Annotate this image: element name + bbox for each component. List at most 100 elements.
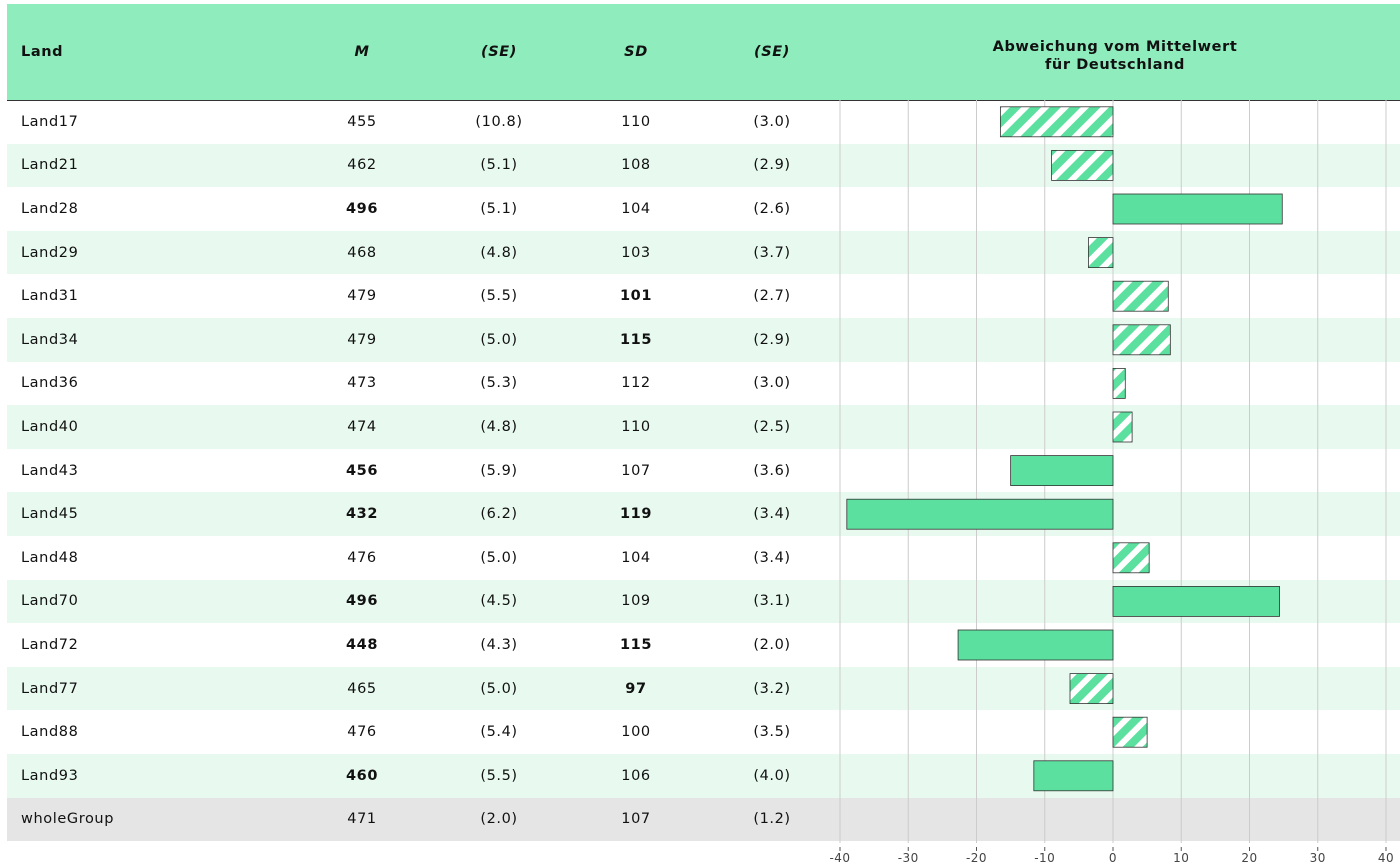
cell-sd: 115 bbox=[619, 331, 653, 348]
tick-label: -10 bbox=[1034, 851, 1055, 865]
cell-m: 479 bbox=[347, 288, 377, 305]
table-row: Land93 460 (5.5) 106 (4.0) bbox=[7, 754, 1400, 798]
table-row-total: wholeGroup 471 (2.0) 107 (1.2) bbox=[7, 797, 1400, 842]
bar-land70 bbox=[1112, 586, 1280, 617]
chart-title: Abweichung vom Mittelwert für Deutschlan… bbox=[840, 38, 1390, 74]
cell-se2: (2.0) bbox=[753, 636, 791, 653]
cell-se1: (5.0) bbox=[480, 331, 518, 348]
cell-m: 471 bbox=[347, 811, 377, 828]
cell-sd: 104 bbox=[621, 549, 651, 566]
cell-land: Land48 bbox=[21, 549, 79, 566]
table-row: Land21 462 (5.1) 108 (2.9) bbox=[7, 143, 1400, 188]
col-header-land: Land bbox=[21, 44, 64, 60]
cell-se2: (1.2) bbox=[753, 811, 791, 828]
tick-label: 30 bbox=[1310, 851, 1326, 865]
cell-m: 455 bbox=[347, 113, 377, 130]
cell-sd: 101 bbox=[619, 288, 653, 305]
bar-land43 bbox=[1010, 455, 1114, 487]
col-header-m: M bbox=[354, 44, 370, 60]
tick-label: 10 bbox=[1173, 851, 1189, 865]
cell-sd: 103 bbox=[621, 244, 651, 261]
bar-land45 bbox=[846, 498, 1114, 530]
bar-land34 bbox=[1112, 324, 1171, 356]
cell-land: Land45 bbox=[21, 506, 79, 523]
chart-title-line1: Abweichung vom Mittelwert bbox=[992, 39, 1238, 55]
cell-sd: 107 bbox=[621, 811, 651, 828]
cell-se2: (3.0) bbox=[753, 113, 791, 130]
cell-se2: (3.7) bbox=[753, 244, 791, 261]
cell-se2: (2.9) bbox=[753, 331, 791, 348]
cell-land: Land31 bbox=[21, 288, 79, 305]
cell-se2: (4.0) bbox=[753, 767, 791, 784]
bar-land77 bbox=[1069, 673, 1114, 704]
cell-land: Land29 bbox=[21, 244, 79, 261]
bar-land29 bbox=[1088, 237, 1114, 269]
cell-land: Land40 bbox=[21, 418, 79, 435]
cell-sd: 100 bbox=[621, 724, 651, 741]
cell-sd: 107 bbox=[621, 462, 651, 479]
cell-se2: (2.7) bbox=[753, 288, 791, 305]
col-header-se1: (SE) bbox=[480, 44, 517, 60]
cell-land: wholeGroup bbox=[21, 811, 115, 828]
cell-sd: 110 bbox=[621, 418, 651, 435]
bar-land93 bbox=[1033, 760, 1114, 792]
cell-se2: (3.2) bbox=[753, 680, 791, 697]
table-row: Land77 465 (5.0) 97 (3.2) bbox=[7, 666, 1400, 711]
cell-se2: (2.9) bbox=[753, 157, 791, 174]
cell-se2: (2.6) bbox=[753, 200, 791, 217]
table-row: Land88 476 (5.4) 100 (3.5) bbox=[7, 710, 1400, 754]
table-row: Land48 476 (5.0) 104 (3.4) bbox=[7, 536, 1400, 580]
cell-se1: (5.0) bbox=[480, 680, 518, 697]
cell-land: Land34 bbox=[21, 331, 79, 348]
bar-land88 bbox=[1112, 716, 1148, 748]
cell-m: 476 bbox=[347, 724, 377, 741]
bar-land40 bbox=[1112, 411, 1133, 443]
cell-se1: (5.5) bbox=[480, 767, 518, 784]
cell-land: Land36 bbox=[21, 375, 79, 392]
bar-land36 bbox=[1112, 367, 1126, 399]
cell-land: Land28 bbox=[21, 200, 79, 217]
table-row: Land40 474 (4.8) 110 (2.5) bbox=[7, 405, 1400, 449]
table-row: Land29 468 (4.8) 103 (3.7) bbox=[7, 230, 1400, 275]
bar-land21 bbox=[1051, 149, 1114, 181]
cell-se1: (4.8) bbox=[480, 244, 518, 261]
table-row: Land17 455 (10.8) 110 (3.0) bbox=[7, 100, 1400, 144]
cell-sd: 104 bbox=[621, 200, 651, 217]
cell-se1: (5.5) bbox=[480, 288, 518, 305]
cell-se1: (5.9) bbox=[480, 462, 518, 479]
cell-land: Land77 bbox=[21, 680, 79, 697]
cell-sd: 119 bbox=[619, 506, 653, 523]
cell-sd: 110 bbox=[621, 113, 651, 130]
cell-m: 474 bbox=[347, 418, 377, 435]
cell-land: Land70 bbox=[21, 593, 79, 610]
tick-label: -40 bbox=[829, 851, 850, 865]
tick-label: -20 bbox=[966, 851, 987, 865]
cell-se2: (3.1) bbox=[753, 593, 791, 610]
bar-land72 bbox=[957, 629, 1114, 661]
cell-land: Land72 bbox=[21, 636, 79, 653]
table-row: Land45 432 (6.2) 119 (3.4) bbox=[7, 492, 1400, 536]
tick-label: 0 bbox=[1109, 851, 1117, 865]
tick-label: 40 bbox=[1378, 851, 1394, 865]
table-row: Land43 456 (5.9) 107 (3.6) bbox=[7, 449, 1400, 493]
cell-m: 465 bbox=[347, 680, 377, 697]
cell-se1: (4.8) bbox=[480, 418, 518, 435]
bar-land31 bbox=[1112, 280, 1169, 312]
cell-se2: (3.6) bbox=[753, 462, 791, 479]
cell-sd: 106 bbox=[621, 767, 651, 784]
cell-m: 460 bbox=[345, 767, 379, 784]
cell-se2: (3.5) bbox=[753, 724, 791, 741]
cell-land: Land17 bbox=[21, 113, 79, 130]
cell-sd: 108 bbox=[621, 157, 651, 174]
cell-m: 496 bbox=[345, 200, 379, 217]
cell-land: Land43 bbox=[21, 462, 79, 479]
cell-se2: (3.4) bbox=[753, 506, 791, 523]
cell-sd: 112 bbox=[621, 375, 651, 392]
cell-se1: (5.0) bbox=[480, 549, 518, 566]
cell-se1: (5.4) bbox=[480, 724, 518, 741]
cell-se2: (2.5) bbox=[753, 418, 791, 435]
cell-se2: (3.4) bbox=[753, 549, 791, 566]
bar-land17 bbox=[999, 106, 1114, 138]
col-header-sd: SD bbox=[624, 44, 648, 60]
cell-m: 479 bbox=[347, 331, 377, 348]
